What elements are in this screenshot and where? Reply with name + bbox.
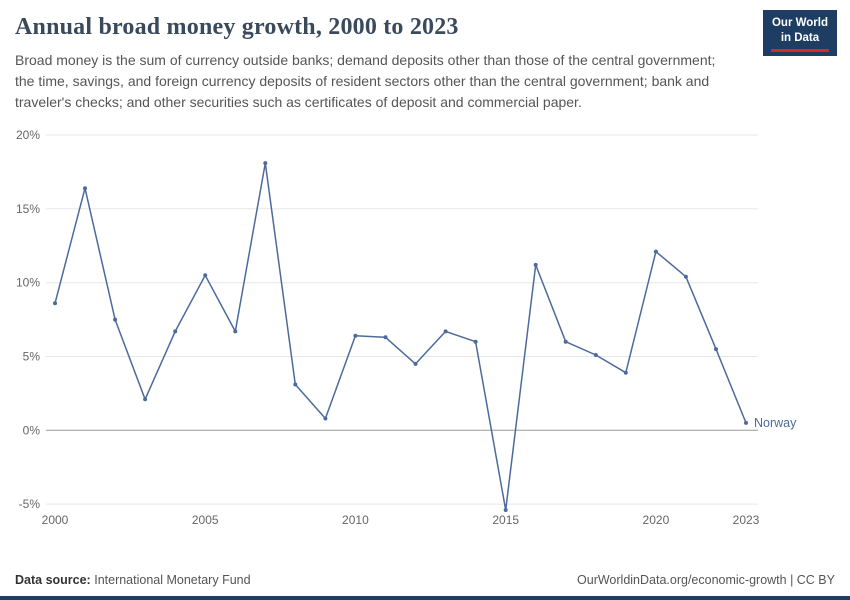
chart-title: Annual broad money growth, 2000 to 2023 <box>15 14 459 40</box>
line-chart: -5% 0% 5% 10% 15% 20% 2000 2005 2010 2015 2020 2023… <box>16 128 797 527</box>
chart-area: -5% 0% 5% 10% 15% 20% 2000 2005 2010 2015 2020 2023… <box>0 119 850 549</box>
data-point[interactable] <box>383 335 388 340</box>
chart-footer: Data source: International Monetary Fund… <box>15 573 835 587</box>
bottom-accent-bar <box>0 596 850 600</box>
series-label: Norway <box>754 416 797 430</box>
data-point[interactable] <box>443 329 448 334</box>
data-point[interactable] <box>533 262 538 267</box>
data-point[interactable] <box>653 249 658 254</box>
data-point[interactable] <box>563 339 568 344</box>
data-source: Data source: International Monetary Fund <box>15 573 251 587</box>
data-point[interactable] <box>293 382 298 387</box>
data-point[interactable] <box>233 329 238 334</box>
x-tick-label: 2010 <box>342 513 369 527</box>
data-point[interactable] <box>503 508 508 512</box>
x-tick-label: 2000 <box>42 513 69 527</box>
y-tick-label: 0% <box>23 423 41 437</box>
data-source-label: Data source: <box>15 573 91 587</box>
data-point[interactable] <box>714 347 718 352</box>
y-tick-label: 20% <box>16 128 40 142</box>
data-point[interactable] <box>113 317 118 322</box>
data-point[interactable] <box>744 420 748 425</box>
data-point[interactable] <box>323 416 328 421</box>
data-point[interactable] <box>263 161 268 166</box>
x-tick-label: 2020 <box>643 513 670 527</box>
y-tick-label: 5% <box>23 350 41 364</box>
data-point[interactable] <box>413 361 418 366</box>
data-point[interactable] <box>53 301 57 306</box>
data-point[interactable] <box>593 353 598 357</box>
y-tick-label: 10% <box>16 276 40 290</box>
owid-logo-line2: in Data <box>780 31 820 44</box>
x-tick-label: 2005 <box>192 513 219 527</box>
data-point[interactable] <box>623 370 628 375</box>
data-source-value: International Monetary Fund <box>94 573 251 587</box>
data-point[interactable] <box>683 274 688 279</box>
norway-line <box>54 162 747 511</box>
data-point[interactable] <box>83 186 87 191</box>
x-tick-label: 2015 <box>492 513 519 527</box>
credit-link[interactable]: OurWorldinData.org/economic-growth | CC … <box>577 573 835 587</box>
data-point[interactable] <box>473 339 478 344</box>
data-point[interactable] <box>173 329 178 334</box>
x-tick-label: 2023 <box>733 513 760 527</box>
owid-logo[interactable]: Our World in Data <box>762 10 837 56</box>
chart-header: Annual broad money growth, 2000 to 2023 … <box>0 0 850 113</box>
owid-logo-line1: Our World <box>771 17 828 29</box>
data-point[interactable] <box>143 397 148 402</box>
chart-subtitle: Broad money is the sum of currency outsi… <box>15 52 716 110</box>
data-point[interactable] <box>353 333 358 338</box>
owid-logo-accent-bar <box>770 48 829 52</box>
data-point[interactable] <box>203 273 208 278</box>
y-tick-label: -5% <box>19 497 41 511</box>
y-tick-label: 15% <box>16 202 40 216</box>
